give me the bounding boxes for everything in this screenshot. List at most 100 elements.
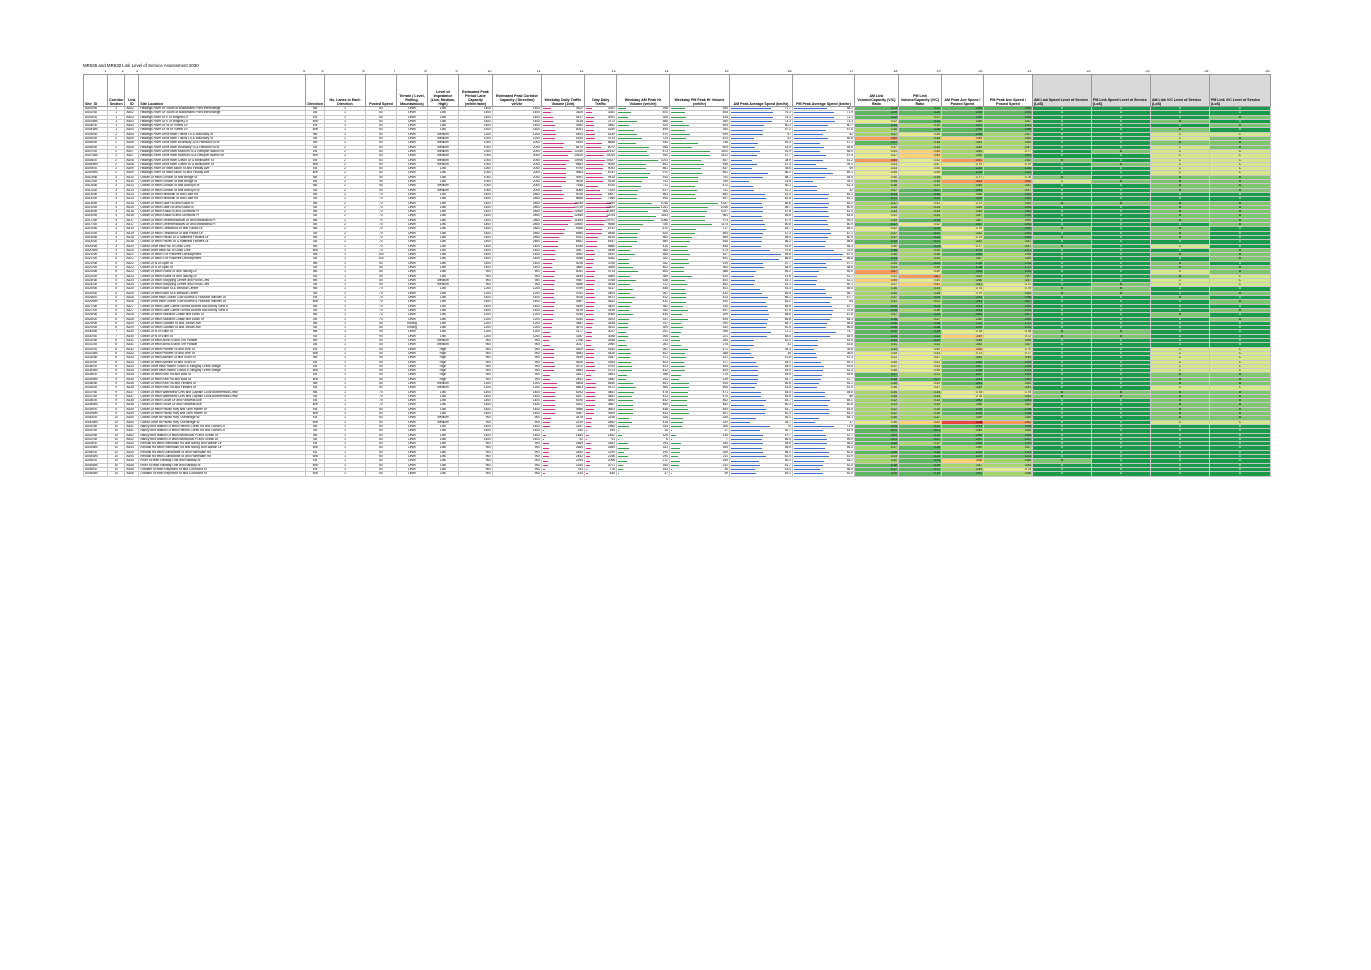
table-cell[interactable]: B <box>1208 114 1271 120</box>
table-cell[interactable]: 3 <box>106 179 126 185</box>
table-cell[interactable]: 5 <box>106 269 126 275</box>
table-row[interactable]: A508EB 2 A508 Hastings River Drive btwn Cli… <box>83 157 1271 163</box>
table-cell[interactable]: B <box>1208 174 1271 181</box>
table-row[interactable]: A516SB 3 A516 Ocean Dr btwn Koala St and Lo… <box>83 213 1271 219</box>
table-cell[interactable]: B <box>1208 247 1271 254</box>
table-cell[interactable]: A546 <box>124 471 140 477</box>
table-cell[interactable]: 3 <box>106 191 126 198</box>
column-header[interactable]: Posted Speed <box>364 74 397 107</box>
table-cell[interactable]: B <box>1208 264 1271 271</box>
table-cell[interactable]: A <box>1208 471 1271 477</box>
table-cell[interactable]: 0.10 <box>897 471 942 477</box>
column-header[interactable]: Weekday PM Peak Hr Volume (veh/hr) <box>668 74 730 107</box>
table-cell[interactable]: A <box>1208 191 1271 198</box>
table-cell[interactable]: 0.88 <box>982 471 1033 477</box>
table-row[interactable]: A546WB 10 A546 Graham St btwn Raymond St an… <box>83 471 1271 477</box>
table-cell[interactable]: B <box>1208 252 1271 258</box>
table-cell[interactable]: 5 <box>106 282 126 288</box>
table-row[interactable]: A509WB 2 A509 Hastings River Dr btwn Aston … <box>83 170 1271 176</box>
table-cell[interactable]: B <box>1208 269 1271 275</box>
table-cell[interactable]: 3 <box>106 213 126 219</box>
column-header[interactable]: PM Link Volume/Capacity (V/C) Ratio <box>897 74 942 107</box>
table-cell[interactable]: 2 <box>106 136 126 142</box>
table-cell[interactable]: 3 <box>106 243 126 249</box>
table-cell[interactable]: C <box>1208 282 1271 288</box>
table-row[interactable]: A516NB 3 A516 Ocean Dr btwn Koala St and Lo… <box>83 209 1271 215</box>
table-cell[interactable]: Hastings River Drive btwn Munford St & N… <box>138 148 307 155</box>
table-cell[interactable]: 0.92 <box>940 471 984 477</box>
column-header[interactable]: PM Link V/C Level of Service (LoS) <box>1208 74 1271 107</box>
table-cell[interactable]: 1 <box>106 123 126 129</box>
table-cell[interactable]: B <box>1208 213 1271 219</box>
table-row[interactable]: A515SB 3 A515 Ocean Dr btwn Lake Rd and Koa… <box>83 204 1271 211</box>
table-cell[interactable]: 2 <box>106 140 126 146</box>
column-header[interactable]: Link ID <box>124 74 140 107</box>
column-header[interactable]: No. Lanes in Each Direction <box>323 74 366 107</box>
table-cell[interactable]: C <box>1208 153 1271 159</box>
table-cell[interactable]: A546WB <box>83 471 108 477</box>
table-cell[interactable]: Graham St btwn Raymond St and Cordouna S… <box>138 471 307 477</box>
table-cell[interactable]: A <box>1208 196 1271 202</box>
column-header[interactable]: Estimated Peak Period Lane Capacity (veh… <box>457 74 493 107</box>
table-row[interactable]: A523SB 5 A523 Ocean Dr btwn Evans St and Ta… <box>83 273 1271 279</box>
table-cell[interactable]: B <box>1208 123 1271 129</box>
table-cell[interactable]: B <box>1208 200 1271 206</box>
table-row[interactable]: A520WB 3 A520 Ocean Drive btwn NE of Links … <box>83 247 1271 254</box>
table-cell[interactable]: 2 <box>106 157 126 163</box>
table-cell[interactable]: 2 <box>106 131 126 138</box>
table-cell[interactable]: 3 <box>106 234 126 241</box>
table-cell[interactable]: 814 <box>540 471 585 477</box>
table-cell[interactable]: 3 <box>106 187 126 193</box>
table-cell[interactable]: C <box>1208 131 1271 138</box>
table-cell[interactable]: 3 <box>106 221 126 228</box>
column-header[interactable]: Direction <box>305 74 325 107</box>
column-header[interactable]: AM Link Speed Level of Service (LoS) <box>1031 74 1092 107</box>
table-cell[interactable]: Hastings River Drive btwn Munford St & N… <box>138 153 307 159</box>
table-cell[interactable]: 836 <box>583 471 617 477</box>
table-cell[interactable]: A <box>1208 226 1271 232</box>
table-cell[interactable]: 3 <box>106 204 126 211</box>
table-cell[interactable]: 3 <box>106 217 126 224</box>
table-cell[interactable]: 2 <box>106 148 126 155</box>
table-cell[interactable]: C <box>1208 161 1271 168</box>
table-cell[interactable]: A <box>1208 105 1271 112</box>
table-cell[interactable]: A <box>1208 127 1271 133</box>
table-cell[interactable]: C <box>1208 273 1271 279</box>
table-cell[interactable]: 1 <box>106 110 126 116</box>
table-cell[interactable]: B <box>1208 144 1271 151</box>
table-cell[interactable]: 5 <box>106 273 126 279</box>
table-cell[interactable]: B <box>1208 136 1271 142</box>
table-cell[interactable]: 60 <box>364 471 397 477</box>
table-row[interactable]: A524NB 5 A524 Ocean Dr btwn Shopping Centre… <box>83 277 1271 284</box>
column-header[interactable]: PM Link Speed Level of Service (LoS) <box>1090 74 1151 107</box>
table-cell[interactable]: B <box>1208 140 1271 146</box>
column-header[interactable]: 7day Daily Traffic <box>583 74 617 107</box>
table-cell[interactable]: 10 <box>106 471 126 477</box>
table-cell[interactable]: A <box>1090 471 1151 477</box>
column-header[interactable]: Level of Impedance (Low, Medium, High) <box>426 74 459 107</box>
table-cell[interactable]: C <box>1208 166 1271 172</box>
table-row[interactable]: A502SB 1 A502 Hastings River Dr South of Bl… <box>83 110 1271 116</box>
table-cell[interactable]: A <box>1208 110 1271 116</box>
table-cell[interactable]: 3 <box>106 226 126 232</box>
table-cell[interactable]: A <box>1149 471 1210 477</box>
table-cell[interactable]: C <box>1208 170 1271 176</box>
table-row[interactable]: A513SB 3 A513 Ocean Dr btwn Gordon St and A… <box>83 187 1271 193</box>
table-cell[interactable]: 0.10 <box>853 471 899 477</box>
column-header[interactable]: Weekday AM Peak Hr Volume (veh/hr) <box>615 74 670 107</box>
column-header[interactable]: AM Peak Average Speed (km/hr) <box>728 74 793 107</box>
table-row[interactable]: A507WB 2 A507 Hastings River Drive btwn Mun… <box>83 153 1271 159</box>
table-cell[interactable]: 52.9 <box>791 471 855 477</box>
table-cell[interactable]: 3 <box>106 230 126 236</box>
table-cell[interactable]: C <box>1208 157 1271 163</box>
table-cell[interactable]: 39 <box>668 471 730 477</box>
table-cell[interactable]: 1 <box>106 114 126 120</box>
table-row[interactable]: A521NB 4 A521 Ocean Dr btwn S of Pickeree D… <box>83 252 1271 258</box>
table-cell[interactable]: 5 <box>106 264 126 271</box>
table-row[interactable]: A519SB 3 A519 Ocean Dr btwn Crestwood Dr an… <box>83 230 1271 236</box>
table-cell[interactable]: 2 <box>106 170 126 176</box>
table-cell[interactable]: WB <box>305 471 325 477</box>
table-cell[interactable]: C <box>1208 148 1271 155</box>
table-cell[interactable]: 1 <box>323 471 366 477</box>
table-cell[interactable]: A <box>1208 118 1271 125</box>
